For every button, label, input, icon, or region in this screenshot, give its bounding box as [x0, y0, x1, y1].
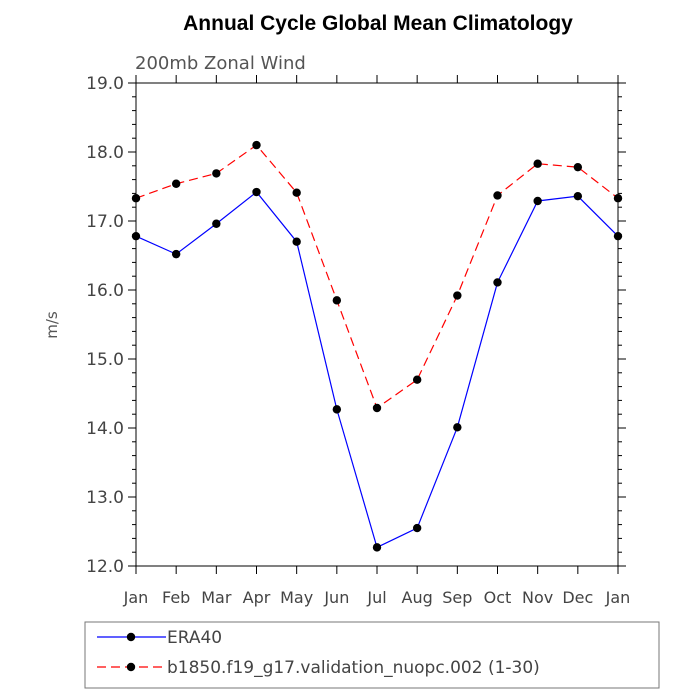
series-1-point — [613, 231, 623, 241]
x-tick-label: Oct — [484, 588, 512, 607]
series-2-point — [171, 179, 181, 188]
y-tick-label: 12.0 — [86, 557, 124, 577]
x-tick-label: Jun — [323, 588, 349, 607]
series-2-point — [212, 169, 221, 178]
series-2-point — [292, 188, 301, 197]
y-tick-label: 17.0 — [86, 212, 124, 232]
legend-label-2: b1850.f19_g17.validation_nuopc.002 (1-30… — [167, 658, 540, 678]
legend: ERA40 b1850.f19_g17.validation_nuopc.002 … — [97, 628, 540, 678]
series-2-point — [412, 375, 422, 384]
y-tick-label: 15.0 — [86, 350, 124, 370]
x-tick-label: May — [280, 588, 313, 607]
chart-title: Annual Cycle Global Mean Climatology — [183, 12, 573, 35]
legend-marker-1 — [126, 632, 136, 642]
series-line-2 — [135, 144, 619, 409]
series-1-point — [131, 231, 141, 241]
x-tick-label: Aug — [402, 588, 433, 607]
axis-tick-labels: 12.0 13.0 14.0 15.0 16.0 17.0 18.0 19.0 Jan Feb Ma… — [86, 74, 630, 607]
series-1-point — [573, 191, 583, 201]
x-tick-label: Nov — [522, 588, 553, 607]
series-2-point — [131, 194, 141, 203]
series-2-point — [372, 403, 382, 413]
series-2-point — [493, 191, 502, 200]
plot-frame — [135, 82, 619, 567]
series-1-point — [252, 187, 261, 197]
y-tick-label: 18.0 — [86, 143, 124, 163]
series-layer — [131, 140, 623, 552]
legend-marker-2 — [126, 662, 136, 672]
series-1-point — [171, 249, 181, 259]
series-2-point — [252, 140, 261, 150]
legend-label-1: ERA40 — [167, 628, 222, 648]
series-1-point — [412, 523, 422, 533]
x-tick-label: Dec — [562, 588, 593, 607]
x-tick-label: Mar — [201, 588, 232, 607]
series-1-point — [332, 405, 342, 414]
series-2-point — [533, 159, 542, 168]
x-tick-label: Apr — [243, 588, 271, 607]
x-tick-label: Sep — [442, 588, 472, 607]
series-line-1 — [135, 191, 619, 549]
series-2-point — [613, 194, 623, 203]
series-1-point — [453, 423, 462, 432]
chart-subtitle: 200mb Zonal Wind — [135, 53, 306, 74]
series-1-point — [533, 196, 542, 206]
y-axis-label: m/s — [43, 311, 61, 339]
series-2-point — [573, 162, 583, 172]
y-tick-label: 13.0 — [86, 488, 124, 508]
y-tick-label: 19.0 — [86, 74, 124, 94]
axis-ticks — [128, 75, 626, 574]
series-2-point — [453, 291, 462, 300]
series-1-point — [372, 543, 382, 552]
legend-box — [84, 621, 660, 689]
series-1-point — [493, 278, 502, 287]
series-1-point — [212, 219, 221, 228]
series-1-point — [292, 237, 301, 246]
x-tick-label: Jan — [123, 588, 149, 607]
x-tick-label: Jan — [605, 588, 631, 607]
x-tick-label: Jul — [366, 588, 386, 607]
y-tick-label: 14.0 — [86, 419, 124, 439]
y-tick-label: 16.0 — [86, 281, 124, 301]
x-tick-label: Feb — [162, 588, 190, 607]
series-2-point — [332, 296, 342, 305]
